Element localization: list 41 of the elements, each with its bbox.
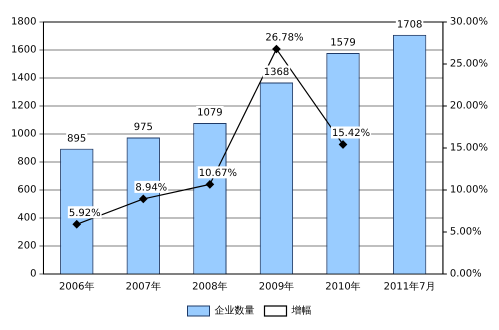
y-tick-label: 0 <box>30 268 36 280</box>
y-tick-label: 1200 <box>10 100 36 112</box>
y2-tick-label: 0.00% <box>450 268 482 280</box>
y2-tick-label: 20.00% <box>450 100 488 112</box>
legend-label: 企业数量 <box>214 304 254 317</box>
data-label: 1079 <box>197 108 223 119</box>
y2-tick-label: 5.00% <box>450 226 482 238</box>
y-tick-label: 800 <box>17 156 36 168</box>
data-label: 8.94% <box>135 182 168 194</box>
point <box>338 140 348 149</box>
x-tick-label: 2006年 <box>59 280 94 293</box>
x-tick-label: 2010年 <box>325 280 361 293</box>
y2-tick-label: 25.00% <box>450 58 488 70</box>
y-tick-label: 200 <box>17 240 36 252</box>
data-label: 1579 <box>330 38 356 49</box>
y-tick-label: 400 <box>17 212 36 224</box>
y2-tick-label: 10.00% <box>450 184 488 196</box>
data-label: 1708 <box>396 19 422 30</box>
x-tick-label: 2011年7月 <box>384 280 436 293</box>
y-tick-label: 1400 <box>10 72 36 84</box>
y2-tick-label: 15.00% <box>450 142 488 154</box>
y-tick-label: 1600 <box>10 44 36 56</box>
y-tick-label: 600 <box>17 184 36 196</box>
point <box>139 194 148 204</box>
point <box>206 180 214 188</box>
data-label: 895 <box>67 133 86 144</box>
y-tick-label: 1800 <box>10 16 36 28</box>
data-label: 1368 <box>264 67 290 78</box>
y-tick-label: 1000 <box>10 128 36 140</box>
x-tick-label: 2009年 <box>258 280 294 293</box>
data-label: 5.92% <box>68 208 101 219</box>
y2-tick-label: 30.00% <box>450 16 488 28</box>
point <box>72 220 81 228</box>
data-label: 975 <box>134 122 153 134</box>
data-label: 10.67% <box>198 168 237 179</box>
point <box>272 44 281 54</box>
x-tick-label: 2007年 <box>126 280 162 293</box>
legend-label: 增幅 <box>290 304 312 317</box>
data-label: 26.78% <box>265 32 304 44</box>
data-label: 15.42% <box>332 128 370 140</box>
x-tick-label: 2008年 <box>192 280 228 293</box>
